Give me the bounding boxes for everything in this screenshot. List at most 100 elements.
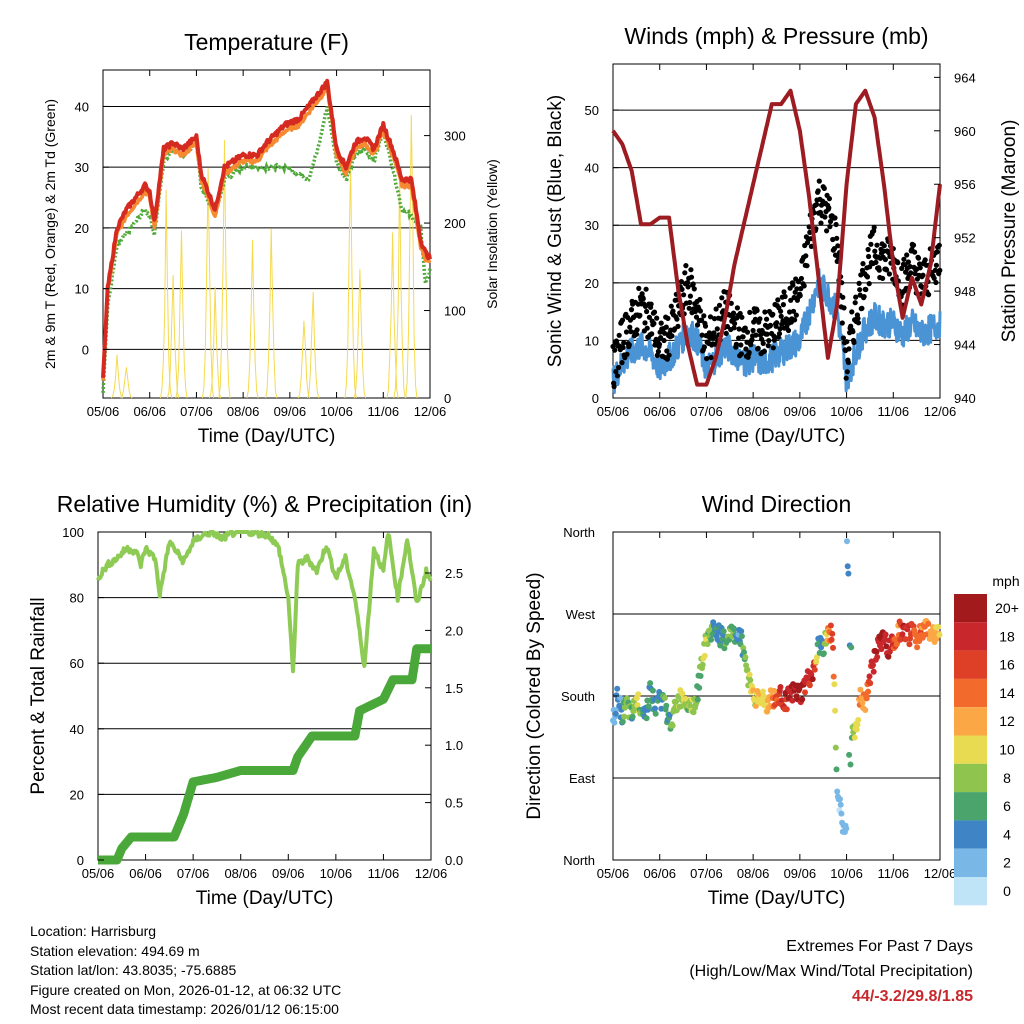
- gust-point: [688, 267, 694, 273]
- chart-title: Temperature (F): [184, 29, 349, 55]
- y2-tick-label: 964: [954, 70, 976, 85]
- direction-point: [832, 744, 839, 751]
- gust-point: [855, 315, 861, 321]
- gust-point: [767, 322, 774, 328]
- y2-tick-label: 2.5: [445, 566, 463, 581]
- gust-point: [648, 301, 654, 307]
- y-tick-label: 40: [585, 161, 599, 176]
- gust-point: [830, 236, 836, 243]
- y-axis-label: Percent & Total Rainfall: [28, 597, 49, 794]
- gust-point: [860, 261, 866, 267]
- solar-insolation-spike: [167, 274, 180, 399]
- gust-point: [778, 313, 784, 319]
- gust-point: [761, 348, 768, 354]
- gust-point: [664, 356, 671, 362]
- gust-point: [777, 326, 783, 332]
- direction-point: [878, 646, 885, 653]
- gust-point: [904, 252, 910, 258]
- gust-point: [728, 300, 734, 306]
- y2-tick-label: 940: [954, 391, 976, 406]
- gust-point: [792, 317, 798, 323]
- gust-point: [742, 325, 748, 331]
- gust-point: [746, 349, 752, 356]
- gust-point: [833, 221, 839, 228]
- gust-point: [844, 339, 850, 345]
- temperature-2m-series: [101, 78, 432, 378]
- gust-point: [803, 253, 809, 259]
- direction-point: [704, 641, 711, 648]
- direction-point: [738, 628, 745, 635]
- direction-point: [829, 630, 836, 637]
- gust-point: [816, 178, 822, 184]
- direction-point: [673, 698, 680, 705]
- figure-created: Figure created on Mon, 2026-01-12, at 06…: [30, 981, 342, 998]
- gust-point: [867, 264, 873, 270]
- gust-point: [654, 315, 660, 321]
- y2-tick-label: 0.5: [445, 796, 463, 811]
- direction-point: [866, 673, 873, 680]
- direction-point: [635, 691, 642, 698]
- colorbar-label: 16: [999, 657, 1015, 673]
- colorbar-swatch: [954, 848, 987, 877]
- x-tick-label: 05/06: [87, 404, 120, 419]
- direction-point: [848, 644, 855, 651]
- gust-point: [813, 201, 820, 208]
- gust-point: [764, 316, 770, 322]
- x-tick-label: 09/06: [784, 404, 817, 419]
- direction-point: [925, 620, 932, 627]
- x-tick-label: 11/06: [368, 866, 400, 881]
- gust-point: [685, 280, 691, 286]
- gust-point: [765, 343, 771, 349]
- gust-point: [616, 364, 622, 371]
- gust-point: [826, 196, 833, 202]
- direction-point: [907, 635, 914, 642]
- direction-point: [783, 706, 790, 713]
- gust-point: [762, 309, 768, 315]
- gust-point: [666, 352, 672, 358]
- gust-point: [932, 267, 938, 273]
- direction-point: [679, 690, 686, 697]
- gust-point: [643, 286, 649, 292]
- gust-point: [699, 317, 705, 323]
- x-tick-label: 12/06: [414, 404, 447, 419]
- y-tick-label: 50: [585, 103, 599, 118]
- gust-point: [612, 347, 618, 353]
- gust-point: [853, 294, 859, 300]
- solar-insolation-spike: [297, 320, 310, 399]
- direction-point: [741, 649, 747, 656]
- gust-point: [839, 320, 845, 326]
- gust-point: [910, 242, 917, 248]
- gust-point: [701, 313, 707, 319]
- gust-point: [934, 249, 940, 255]
- gust-point: [901, 256, 907, 262]
- x-tick-label: 05/06: [82, 866, 115, 881]
- station-elevation: Station elevation: 494.69 m: [30, 942, 200, 959]
- y-tick-label: 60: [70, 656, 84, 671]
- precipitation-series: [94, 644, 435, 865]
- gust-point: [793, 312, 799, 318]
- x-tick-label: 05/06: [597, 404, 630, 419]
- gust-point: [754, 307, 760, 314]
- x-tick-label: 10/06: [830, 404, 863, 419]
- gust-point: [781, 289, 787, 295]
- gust-point: [702, 323, 709, 329]
- gust-point: [760, 340, 766, 346]
- gust-point: [683, 263, 689, 269]
- direction-point: [629, 713, 636, 720]
- direction-point: [830, 673, 837, 680]
- direction-point: [830, 644, 836, 651]
- gust-point: [798, 275, 805, 282]
- gust-point: [778, 308, 784, 314]
- gust-point: [771, 337, 778, 343]
- gust-point: [734, 305, 741, 311]
- colorbar-swatch: [954, 678, 987, 708]
- direction-point: [760, 688, 766, 695]
- direction-point: [854, 721, 861, 728]
- direction-point: [844, 538, 850, 545]
- direction-point: [669, 722, 676, 729]
- gust-point: [804, 263, 810, 269]
- gust-point: [747, 309, 753, 315]
- gust-point: [868, 241, 874, 247]
- gust-point: [637, 312, 643, 318]
- gust-series: [610, 178, 943, 390]
